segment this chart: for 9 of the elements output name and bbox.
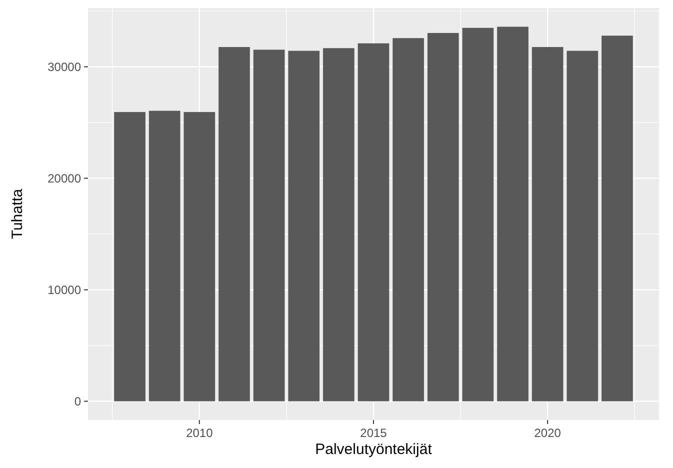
y-tick-label: 10000 bbox=[48, 282, 82, 297]
x-axis-title: Palvelutyöntekijät bbox=[315, 441, 433, 458]
y-tick-label: 0 bbox=[74, 394, 82, 408]
y-axis-title: Tuhatta bbox=[9, 188, 26, 240]
y-tick-label: 30000 bbox=[48, 60, 82, 74]
x-tick-label: 2015 bbox=[360, 426, 388, 440]
y-tick-label: 20000 bbox=[48, 171, 82, 186]
x-tick-label: 2020 bbox=[534, 426, 562, 440]
x-tick-label: 2010 bbox=[186, 426, 214, 440]
